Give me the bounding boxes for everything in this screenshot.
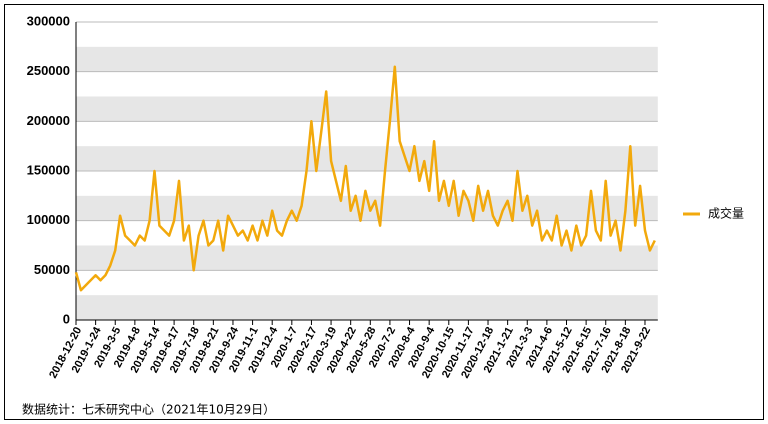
frame bbox=[4, 4, 764, 420]
grid-band bbox=[76, 146, 658, 171]
grid-band bbox=[76, 245, 658, 271]
y-tick-label: 200000 bbox=[27, 113, 70, 128]
y-tick-label: 250000 bbox=[27, 63, 70, 78]
y-tick-label: 100000 bbox=[27, 212, 70, 227]
source-note: 数据统计：七禾研究中心（2021年10月29日） bbox=[22, 402, 275, 417]
line bbox=[74, 65, 656, 292]
grid-band bbox=[76, 295, 658, 320]
legend-label: 成交量 bbox=[708, 206, 744, 221]
grid-band bbox=[76, 46, 658, 72]
grid-band bbox=[76, 96, 658, 122]
y-tick-label: 300000 bbox=[27, 13, 70, 28]
y-tick-label: 150000 bbox=[27, 162, 70, 177]
y-tick-label: 0 bbox=[63, 311, 70, 326]
y-tick-label: 50000 bbox=[34, 262, 70, 277]
